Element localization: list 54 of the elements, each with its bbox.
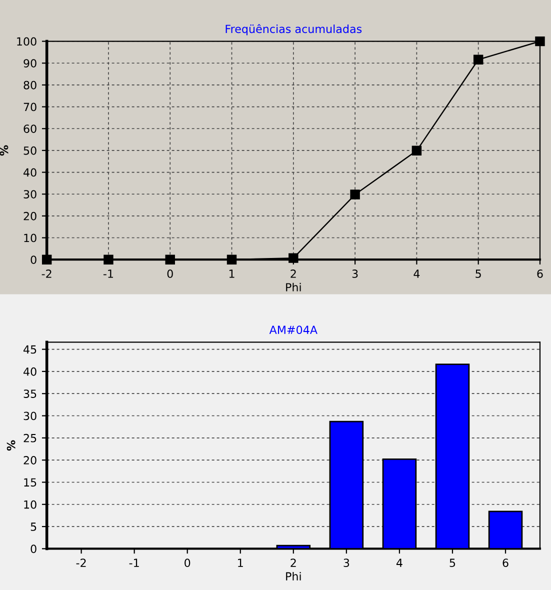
y-axis-title: % <box>6 440 16 451</box>
y-tick-label: 10 <box>24 500 36 509</box>
point <box>226 254 237 264</box>
point <box>535 36 545 46</box>
y-tick-label: 30 <box>24 190 36 198</box>
x-tick-label: 2 <box>290 270 296 278</box>
x-tick-label: 5 <box>476 270 481 278</box>
y-tick-label: 30 <box>24 412 36 420</box>
y-tick-label: 35 <box>24 390 36 398</box>
y-tick-label: 80 <box>24 80 36 90</box>
x-tick-label: 4 <box>414 270 420 278</box>
y-tick-label: 50 <box>24 146 36 155</box>
y-tick-label: 45 <box>24 345 36 354</box>
x-tick-label: 5 <box>450 558 456 568</box>
y-tick-label: 10 <box>24 234 36 242</box>
point <box>42 254 52 264</box>
y-tick-label: 15 <box>24 478 36 487</box>
y-tick-label: 20 <box>24 456 36 464</box>
x-tick-label: -1 <box>103 270 113 278</box>
x-tick-label: -2 <box>42 270 52 278</box>
x-tick-label: -1 <box>129 558 139 567</box>
y-tick-label: 90 <box>24 59 36 68</box>
x-tick-label: 1 <box>229 270 234 278</box>
chart-title: Freqüências acumuladas <box>226 24 362 36</box>
point <box>350 190 360 200</box>
x-tick-label: 0 <box>184 558 190 568</box>
point <box>104 254 114 264</box>
x-tick-label: -2 <box>76 558 86 567</box>
point <box>165 254 175 264</box>
x-tick-label: 3 <box>344 558 350 568</box>
y-tick-label: 0 <box>30 256 36 264</box>
chart-title: AM#04A <box>269 326 318 334</box>
y-tick-label: 40 <box>24 168 36 177</box>
y-tick-label: 25 <box>24 434 36 442</box>
x-tick-label: 3 <box>352 270 358 278</box>
x-tick-label: 2 <box>290 558 296 567</box>
point <box>473 54 484 64</box>
x-tick-label: 1 <box>238 558 243 567</box>
x-tick-label: 6 <box>537 270 543 278</box>
x-tick-label: 6 <box>502 558 508 568</box>
y-tick-label: 5 <box>30 522 36 531</box>
x-tick-label: 0 <box>167 270 173 278</box>
y-tick-label: 60 <box>24 124 36 133</box>
x-tick-label: 4 <box>396 558 402 567</box>
y-tick-label: 40 <box>24 367 36 376</box>
point <box>288 253 298 263</box>
point <box>412 146 422 156</box>
y-tick-label: 70 <box>24 102 36 112</box>
y-tick-label: 100 <box>17 37 36 46</box>
x-axis-title: Phi <box>286 572 301 580</box>
y-tick-label: 0 <box>30 544 36 554</box>
y-axis-title: % <box>0 145 8 156</box>
x-axis-title: Phi <box>286 282 301 292</box>
y-tick-label: 20 <box>24 212 36 220</box>
